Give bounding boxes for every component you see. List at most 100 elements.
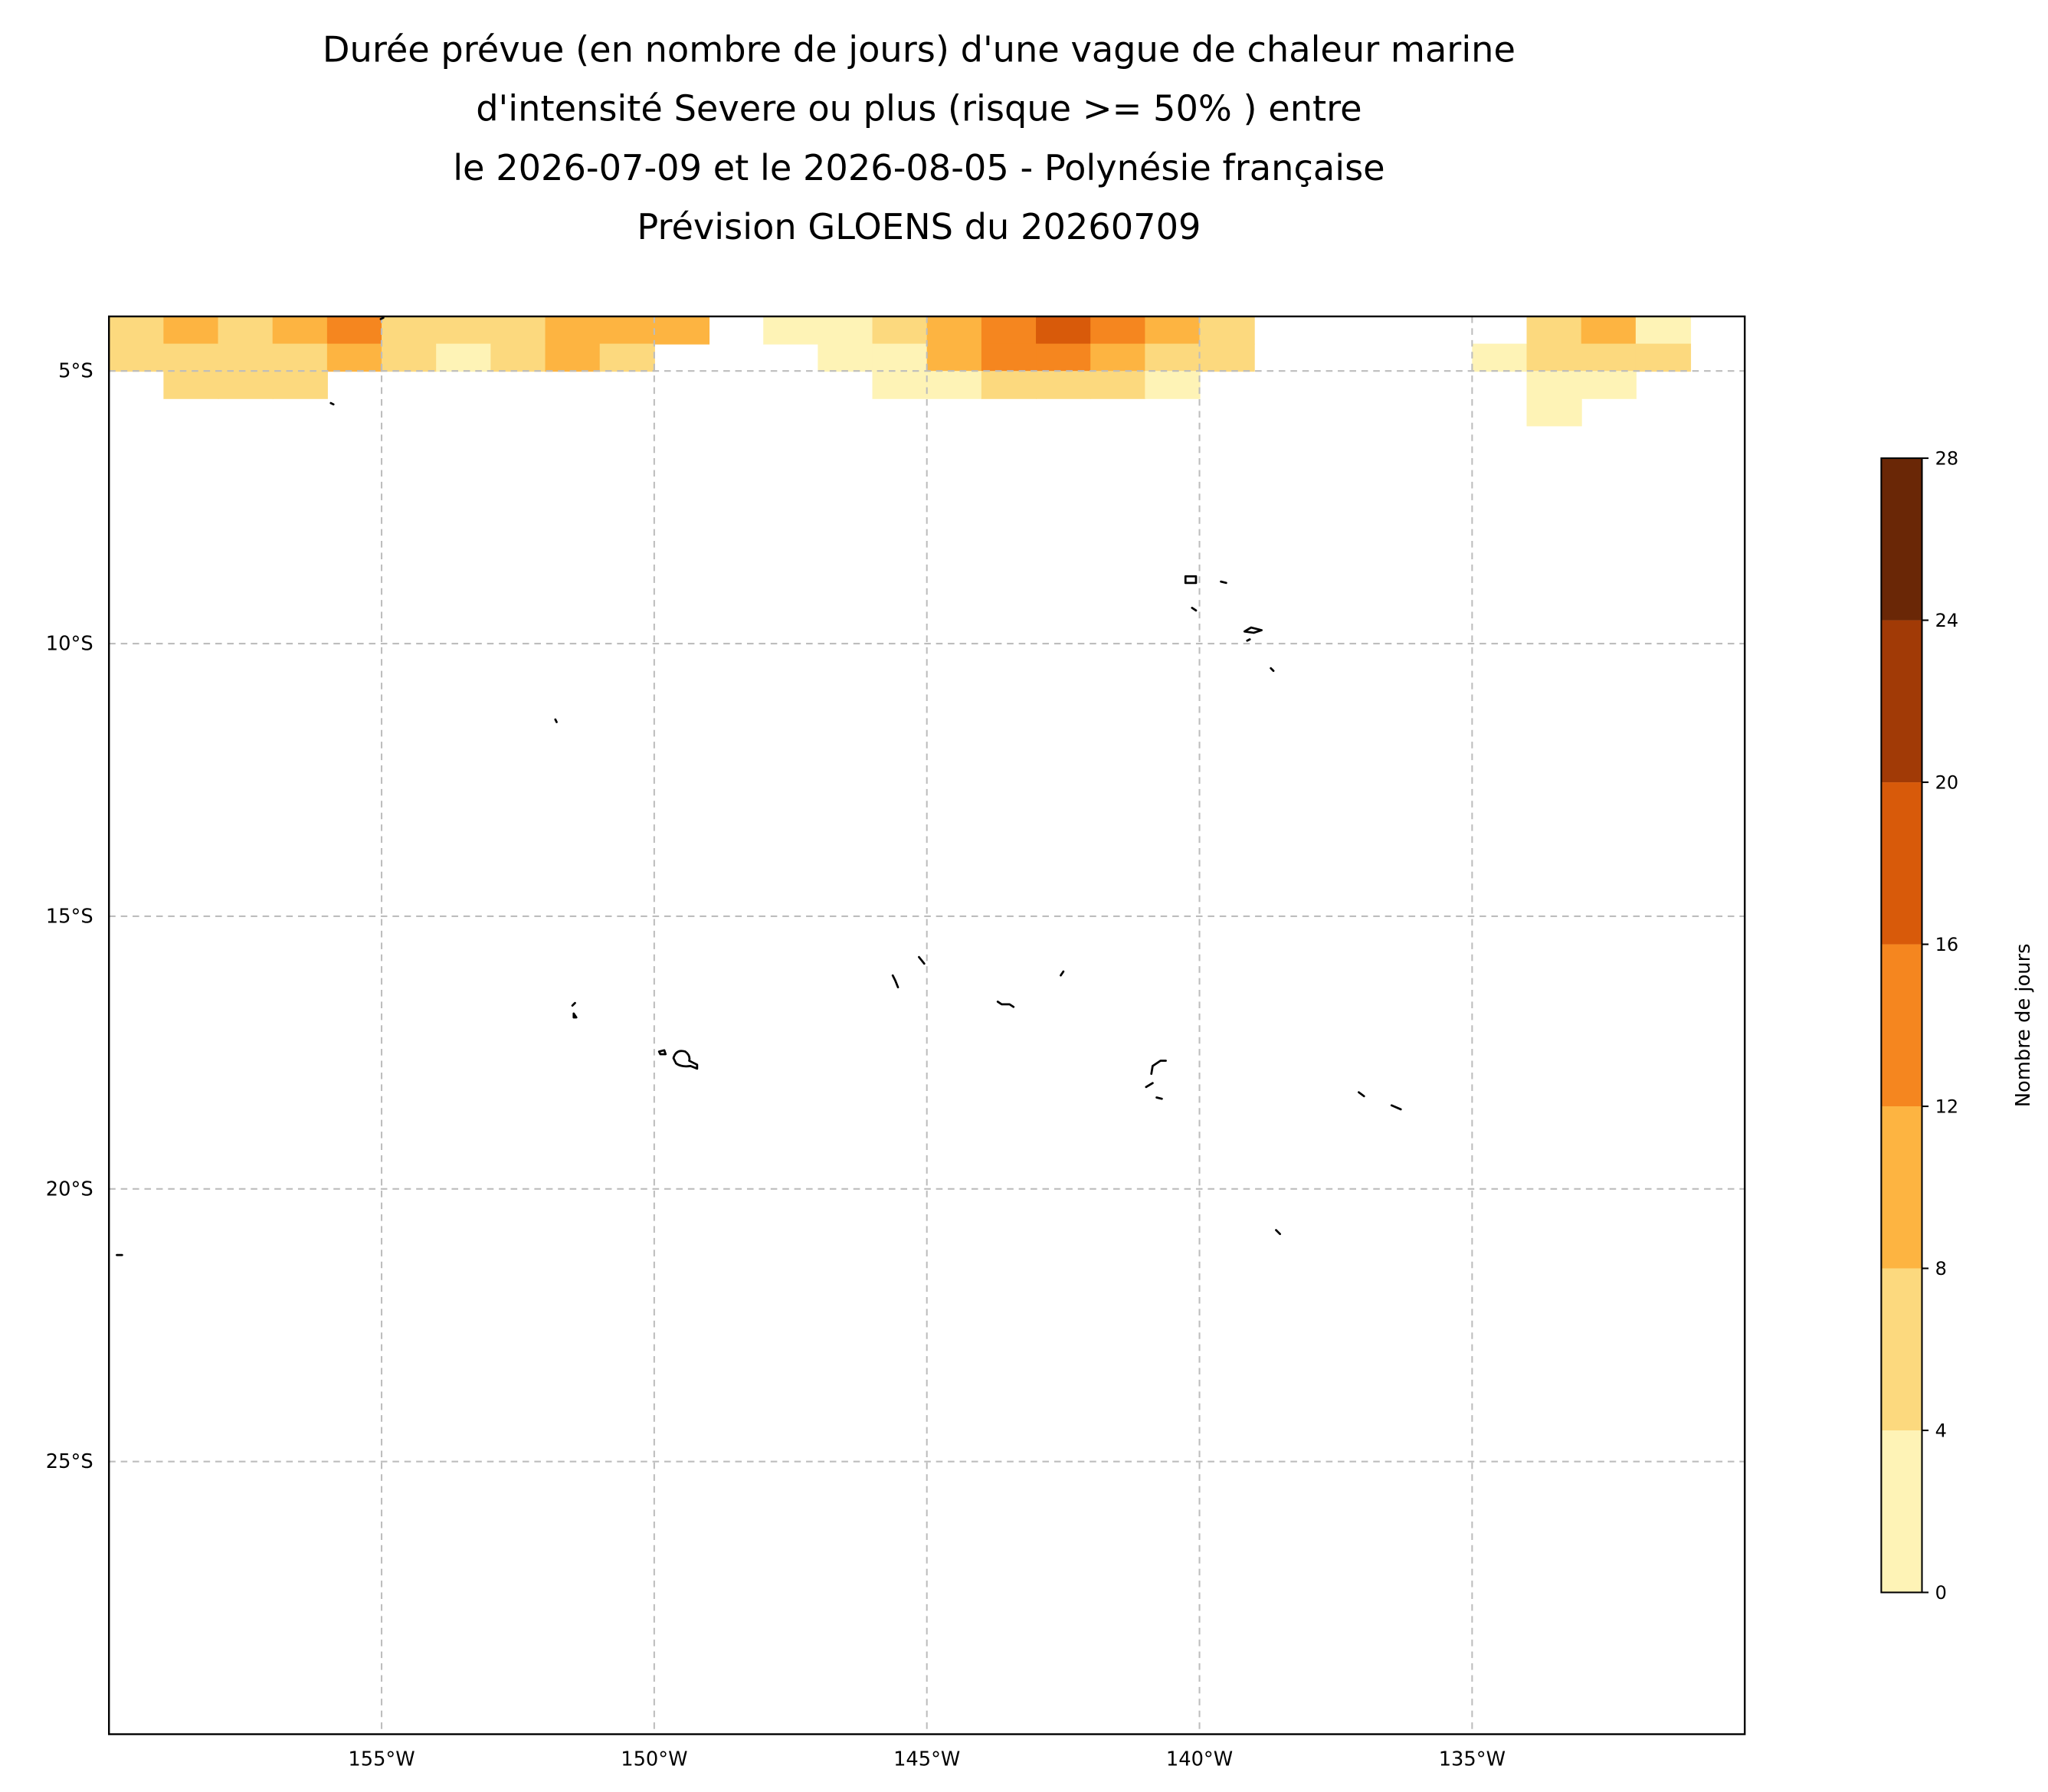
colorbar-band: [1881, 1106, 1922, 1269]
heat-cell: [326, 316, 383, 345]
heat-cell: [599, 343, 655, 372]
island: [1060, 970, 1065, 977]
heat-cell: [1635, 316, 1692, 345]
x-tick-label: 145°W: [893, 1748, 960, 1771]
island: [1243, 626, 1263, 642]
colorbar-band: [1881, 458, 1922, 621]
heat-cell: [1199, 343, 1255, 372]
x-tick-label: 155°W: [348, 1748, 415, 1771]
island: [379, 316, 385, 320]
island: [571, 1001, 578, 1019]
heat-cell: [1526, 371, 1582, 399]
x-tick-label: 135°W: [1439, 1748, 1506, 1771]
heat-cell: [272, 371, 328, 399]
heat-cell: [218, 343, 274, 372]
title-line: Durée prévue (en nombre de jours) d'une …: [323, 29, 1516, 70]
heat-cell: [981, 343, 1037, 372]
colorbar-band: [1881, 944, 1922, 1107]
colorbar-frame: [1880, 457, 1923, 1594]
y-tick-label: 25°S: [46, 1450, 93, 1473]
heat-cell: [1581, 343, 1637, 372]
island: [554, 718, 558, 723]
heat-cell: [545, 316, 601, 345]
island: [1145, 1060, 1167, 1100]
heat-cell: [1526, 316, 1582, 345]
island: [891, 974, 899, 988]
heat-cell: [1090, 371, 1146, 399]
heat-cell: [382, 343, 437, 372]
heat-cell: [272, 316, 328, 345]
heat-cell: [1036, 316, 1092, 345]
heat-cell: [926, 316, 982, 345]
heat-cell: [326, 343, 383, 372]
heat-cell: [436, 343, 492, 372]
heat-cell: [382, 316, 437, 345]
colorbar-tick-label: 24: [1935, 610, 1959, 631]
colorbar-tick-label: 20: [1935, 772, 1959, 794]
heat-cell: [872, 316, 928, 345]
heat-cell: [436, 316, 492, 345]
colorbar-tick-label: 8: [1935, 1258, 1947, 1279]
coastlines: [116, 316, 1402, 1256]
colorbar-tick-label: 12: [1935, 1096, 1959, 1118]
heat-cell: [872, 343, 928, 372]
title-line: d'intensité Severe ou plus (risque >= 50…: [476, 88, 1362, 129]
heat-cell: [1090, 343, 1146, 372]
heat-cell: [218, 316, 274, 345]
heat-cell: [1145, 371, 1201, 399]
heat-field: [109, 316, 1692, 427]
heat-cell: [599, 316, 655, 345]
heat-cell: [926, 371, 982, 399]
island: [996, 1001, 1015, 1008]
island: [657, 1049, 699, 1070]
heat-cell: [872, 371, 928, 399]
heat-cell: [1635, 343, 1692, 372]
heat-cell: [981, 316, 1037, 345]
colorbar-tick-label: 4: [1935, 1420, 1947, 1442]
island: [1358, 1091, 1402, 1111]
y-tick-label: 10°S: [46, 633, 93, 656]
colorbar-band: [1881, 620, 1922, 783]
heat-cell: [163, 316, 219, 345]
colorbar-tick-label: 16: [1935, 934, 1959, 955]
heat-cell: [272, 343, 328, 372]
heat-cell: [490, 343, 546, 372]
colorbar-label: Nombre de jours: [2012, 943, 2035, 1107]
heat-cell: [545, 343, 601, 372]
heat-cell: [1090, 316, 1146, 345]
island: [1270, 667, 1275, 673]
y-tick-label: 15°S: [46, 905, 93, 928]
heat-cell: [1526, 398, 1582, 427]
island: [918, 955, 926, 965]
heat-cell: [1526, 343, 1582, 372]
heat-cell: [109, 316, 165, 345]
colorbar-band: [1881, 782, 1922, 945]
colorbar-band: [1881, 1268, 1922, 1431]
heat-cell: [981, 371, 1037, 399]
y-tick-label: 5°S: [58, 360, 93, 383]
heat-cell: [926, 343, 982, 372]
x-tick-label: 150°W: [621, 1748, 687, 1771]
island: [1275, 1229, 1281, 1236]
heat-cell: [818, 316, 873, 345]
heat-cell: [1199, 316, 1255, 345]
heat-cell: [490, 316, 546, 345]
heat-cell: [818, 343, 873, 372]
heat-cell: [109, 343, 165, 372]
heat-cell: [1036, 371, 1092, 399]
title-line: Prévision GLOENS du 20260709: [637, 206, 1201, 247]
heat-cell: [163, 371, 219, 399]
grid: [109, 316, 1745, 1735]
heat-cell: [163, 343, 219, 372]
heat-cell: [1036, 343, 1092, 372]
heat-cell: [763, 316, 819, 345]
y-tick-label: 20°S: [46, 1178, 93, 1201]
axes-frame: [108, 315, 1746, 1735]
heat-cell: [654, 316, 710, 345]
colorbar: 0 4 8 12 16 20 24 28: [1880, 448, 1959, 1604]
heat-cell: [1472, 343, 1528, 372]
heat-cell: [1145, 316, 1201, 345]
colorbar-tick-label: 28: [1935, 448, 1959, 470]
